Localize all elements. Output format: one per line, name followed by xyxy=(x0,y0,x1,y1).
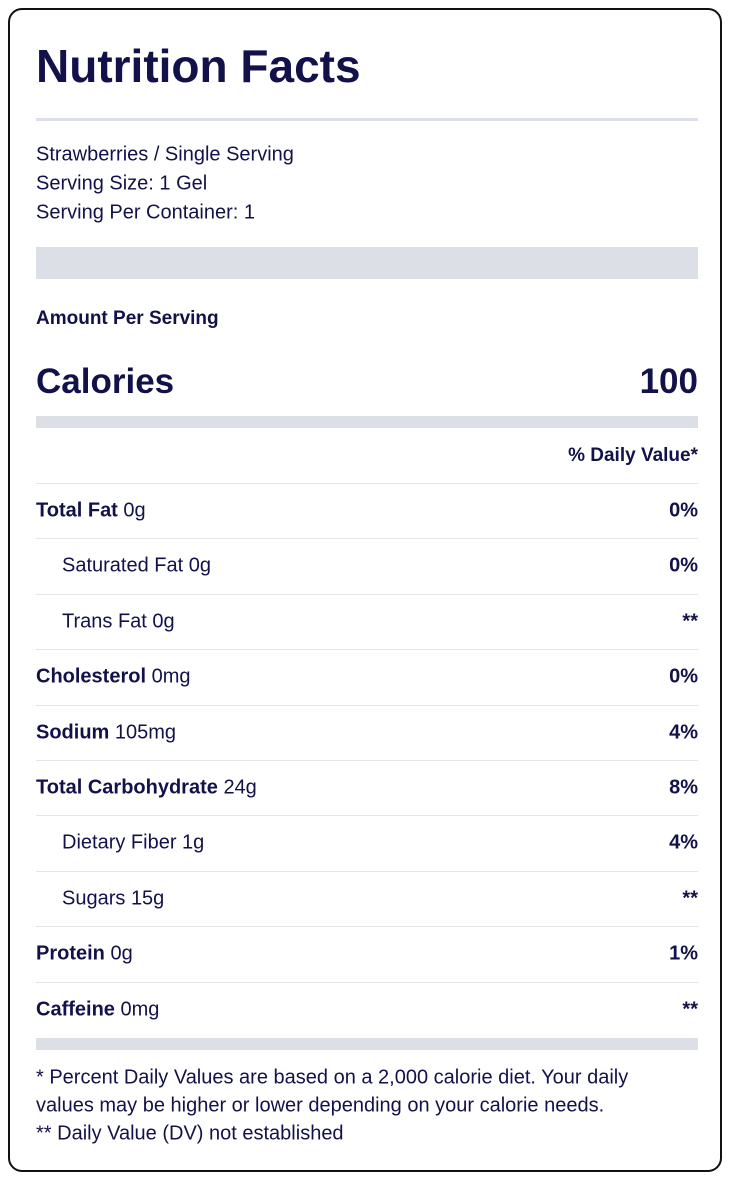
row-separator xyxy=(36,815,698,817)
row-separator xyxy=(36,981,698,983)
nutrient-name: Sodium xyxy=(36,721,110,744)
nutrient: Protein 0g xyxy=(36,943,133,966)
nutrient-amount: 15g xyxy=(130,887,165,910)
daily-value: 0% xyxy=(669,665,698,688)
daily-value-header: % Daily Value* xyxy=(568,445,698,466)
footnote-line: values may be higher or lower depending … xyxy=(36,1094,605,1117)
nutrient-name: Protein xyxy=(36,942,105,965)
row-separator xyxy=(36,649,698,651)
row-separator xyxy=(36,593,698,595)
nutrient: Trans Fat 0g xyxy=(62,610,175,633)
nutrient-amount: 0g xyxy=(110,942,133,965)
nutrient: Total Fat 0g xyxy=(36,500,146,523)
nutrient-amount: 105mg xyxy=(114,721,177,744)
nutrient: Cholesterol 0mg xyxy=(36,666,191,689)
nutrient-name: Caffeine xyxy=(36,998,115,1021)
row-separator xyxy=(36,483,698,484)
row-separator xyxy=(36,704,698,706)
divider xyxy=(36,416,698,428)
divider xyxy=(36,1038,698,1050)
nutrient-amount: 24g xyxy=(223,776,257,799)
row-separator xyxy=(36,538,698,540)
nutrient-amount: 1g xyxy=(182,831,205,854)
title: Nutrition Facts xyxy=(36,40,361,92)
nutrient: Caffeine 0mg xyxy=(36,998,159,1021)
nutrient-amount: 0mg xyxy=(151,665,191,688)
nutrient: Sodium 105mg xyxy=(36,721,176,744)
footnote-line: * Percent Daily Values are based on a 2,… xyxy=(36,1066,629,1089)
nutrient-amount: 0g xyxy=(152,610,175,633)
product-line: Strawberries / Single Serving xyxy=(36,143,294,166)
daily-value: ** xyxy=(682,887,698,910)
daily-value: 4% xyxy=(669,831,698,854)
footnote-line: ** Daily Value (DV) not established xyxy=(36,1122,344,1145)
nutrient: Dietary Fiber 1g xyxy=(62,832,204,855)
daily-value: 4% xyxy=(669,721,698,744)
nutrient-name: Cholesterol xyxy=(36,665,147,688)
product-line: Serving Size: 1 Gel xyxy=(36,172,208,195)
nutrient: Sugars 15g xyxy=(62,887,164,910)
amount-per-serving: Amount Per Serving xyxy=(36,308,219,329)
daily-value: ** xyxy=(682,610,698,633)
divider xyxy=(36,118,698,121)
product-line: Serving Per Container: 1 xyxy=(36,201,256,224)
daily-value: 8% xyxy=(669,776,698,799)
daily-value: 0% xyxy=(669,499,698,522)
nutrient-amount: 0mg xyxy=(120,998,160,1021)
nutrient-name: Total Fat xyxy=(36,499,118,522)
row-separator xyxy=(36,926,698,928)
nutrient-amount: 0g xyxy=(123,499,146,522)
nutrient-name: Saturated Fat xyxy=(62,554,184,577)
nutrient: Saturated Fat 0g xyxy=(62,555,211,578)
calories-label: Calories xyxy=(36,362,175,401)
label-card xyxy=(8,8,722,1172)
nutrient-name: Dietary Fiber xyxy=(62,831,177,854)
row-separator xyxy=(36,870,698,872)
divider xyxy=(36,247,698,279)
daily-value: ** xyxy=(682,998,698,1021)
daily-value: 1% xyxy=(669,942,698,965)
nutrient-name: Sugars xyxy=(62,887,126,910)
nutrient: Total Carbohydrate 24g xyxy=(36,777,257,800)
calories-value: 100 xyxy=(639,362,698,401)
nutrient-amount: 0g xyxy=(188,554,211,577)
nutrient-name: Total Carbohydrate xyxy=(36,776,218,799)
row-separator xyxy=(36,760,698,761)
nutrient-name: Trans Fat xyxy=(62,610,147,633)
daily-value: 0% xyxy=(669,554,698,577)
